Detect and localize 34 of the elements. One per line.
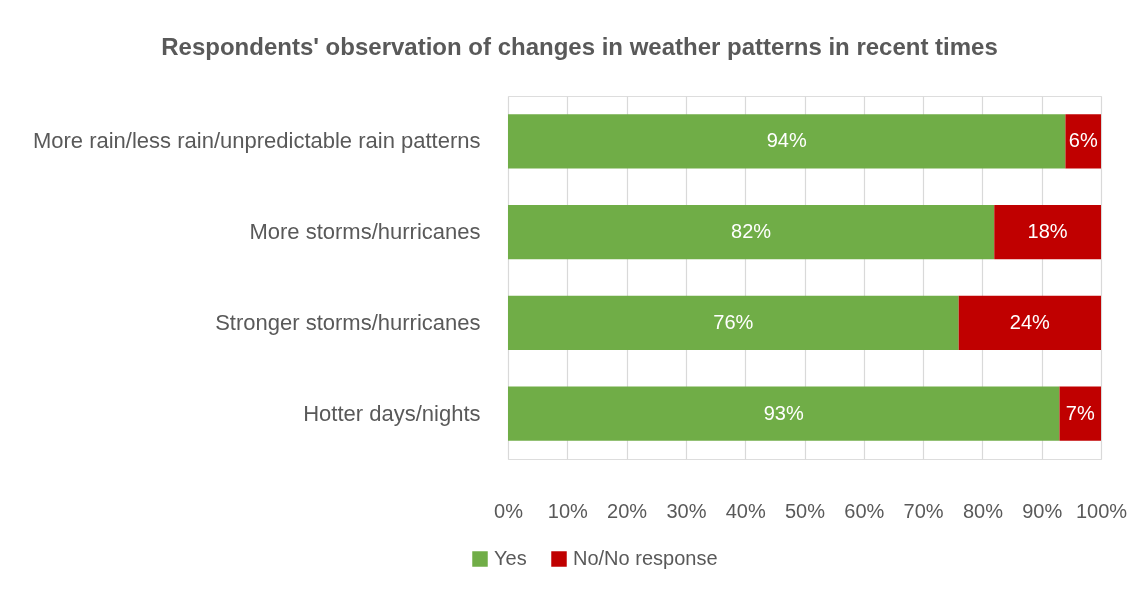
x-tick-label: 30% [666,499,707,522]
x-tick-label: 0% [494,499,524,522]
y-tick-label: More rain/less rain/unpredictable rain patterns [32,128,481,154]
data-label: 93% [763,401,804,424]
data-label: 7% [1065,401,1095,424]
data-label: 24% [1009,310,1051,333]
data-label: 76% [713,310,754,333]
bar [1065,114,1101,169]
chart-title: Respondents' observation of changes in weather patterns in recent times [161,33,998,60]
x-tick-label: 40% [725,499,766,522]
x-tick-label: 80% [962,499,1004,522]
x-tick-label: 100% [1075,499,1128,522]
y-tick-label: More storms/hurricanes [249,219,481,245]
bar [508,386,1060,441]
x-tick-label: 50% [784,499,826,522]
x-tick-label: 70% [903,499,944,522]
x-tick-label: 10% [547,499,589,522]
bar [994,204,1101,260]
bar [508,295,959,351]
x-tick-label: 20% [607,499,648,522]
bar [1059,386,1101,441]
bar [508,114,1066,169]
data-label: 94% [766,129,807,152]
bar [958,295,1101,351]
data-label: 18% [1027,220,1068,243]
bar [508,204,995,260]
data-label: 82% [731,220,772,243]
x-tick-label: 90% [1022,499,1063,522]
y-tick-label: Hotter days/nights [303,400,481,426]
data-label: 6% [1068,129,1098,152]
x-tick-label: 60% [844,499,885,522]
y-tick-label: Stronger storms/hurricanes [215,309,481,335]
legend-label: Yes [494,547,527,569]
legend-label: No/No response [573,547,718,569]
